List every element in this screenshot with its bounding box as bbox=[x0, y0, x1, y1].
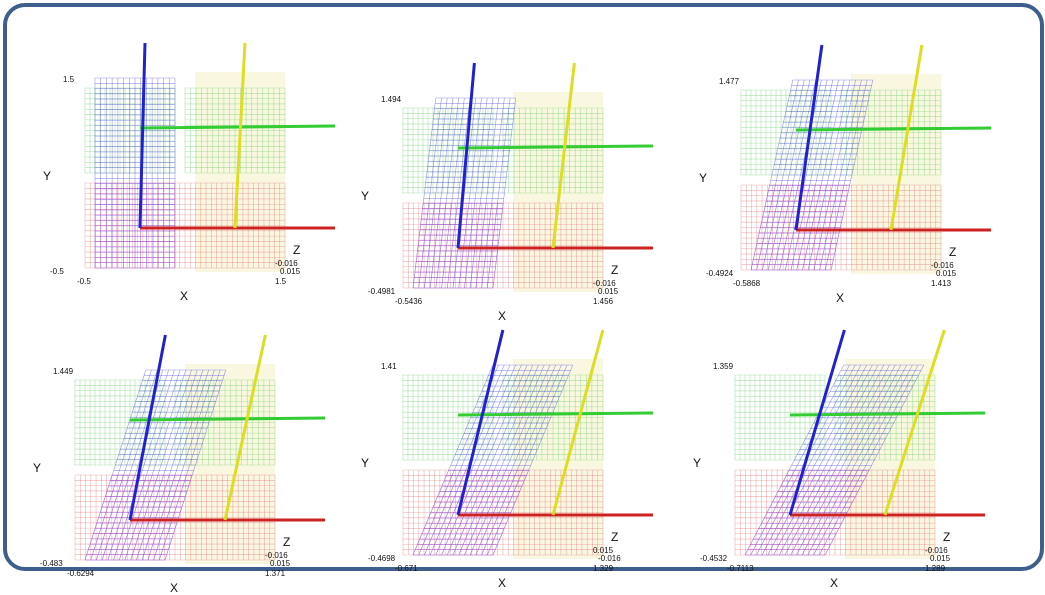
label-y-label: Y bbox=[361, 189, 370, 203]
label-z-2: 0.015 bbox=[930, 554, 951, 563]
label-y-max: 1.477 bbox=[719, 77, 740, 86]
label-z-label: Z bbox=[611, 263, 619, 277]
z-axis-yellow-line bbox=[889, 44, 924, 231]
label-y-min: -0.4532 bbox=[700, 554, 728, 563]
label-z-2: 0.015 bbox=[936, 269, 957, 278]
label-z-label: Z bbox=[611, 530, 619, 544]
mesh-plot-panel-4: 1.449 -0.483 -0.6294 1.371 Y X Z -0.016 0.015 bbox=[30, 330, 370, 594]
label-x-max: 1.371 bbox=[265, 569, 286, 578]
label-z-label: Z bbox=[283, 535, 291, 549]
label-z-1: -0.016 bbox=[275, 259, 298, 268]
magenta-mesh-overlap bbox=[94, 182, 176, 269]
yellow-mesh-block bbox=[851, 74, 941, 274]
label-z-2: 0.015 bbox=[598, 287, 619, 296]
label-z-2: 0.015 bbox=[270, 559, 291, 568]
label-y-max: 1.41 bbox=[381, 362, 397, 371]
mesh-plot-panel-5: 1.41 -0.4698 -0.671 1.329 Y X Z 0.015 -0.016 bbox=[358, 325, 698, 589]
label-z-1: 0.015 bbox=[593, 546, 614, 555]
label-x-label: X bbox=[180, 289, 189, 303]
mesh-plot-canvas bbox=[84, 42, 336, 272]
label-y-min: -0.5 bbox=[50, 267, 64, 276]
mesh-plot-panel-2: 1.494 -0.4981 -0.5436 1.456 Y X Z -0.016 0.015 bbox=[358, 58, 698, 322]
z-axis-yellow-line bbox=[551, 62, 576, 249]
label-y-label: Y bbox=[33, 461, 42, 475]
red-mesh-lower bbox=[740, 184, 942, 271]
z-axis-blue-line bbox=[788, 329, 846, 516]
z-axis-blue-line bbox=[138, 42, 147, 229]
green-mesh-upper-left bbox=[74, 379, 166, 466]
label-y-label: Y bbox=[361, 456, 370, 470]
label-x-min: -0.6294 bbox=[67, 569, 95, 578]
label-x-label: X bbox=[836, 291, 845, 305]
z-axis-yellow-line bbox=[883, 329, 946, 516]
y-axis-line bbox=[129, 416, 326, 422]
label-y-max: 1.494 bbox=[381, 95, 402, 104]
mesh-plot-panel-3: 1.477 -0.4924 -0.5868 1.413 Y X Z -0.016 0.015 bbox=[696, 40, 1036, 304]
label-z-1: -0.016 bbox=[265, 551, 288, 560]
y-axis-line bbox=[789, 411, 986, 417]
label-z-label: Z bbox=[949, 245, 957, 259]
blue-mesh-sheared bbox=[412, 97, 517, 289]
label-x-min: -0.5436 bbox=[395, 297, 423, 306]
label-y-label: Y bbox=[43, 169, 52, 183]
label-y-min: -0.4924 bbox=[706, 269, 734, 278]
magenta-mesh-overlap bbox=[744, 469, 870, 556]
label-y-label: Y bbox=[699, 171, 708, 185]
y-axis-line bbox=[457, 411, 654, 417]
mesh-plot-canvas bbox=[402, 329, 654, 559]
label-x-max: 1.289 bbox=[925, 564, 946, 573]
z-axis-yellow-line bbox=[551, 329, 605, 516]
y-axis-line bbox=[457, 144, 654, 150]
label-y-min: -0.4698 bbox=[368, 554, 396, 563]
label-y-max: 1.359 bbox=[713, 362, 734, 371]
yellow-mesh-block bbox=[195, 72, 285, 272]
z-axis-blue-line bbox=[128, 334, 167, 521]
label-y-min: -0.4981 bbox=[368, 287, 396, 296]
label-x-max: 1.5 bbox=[275, 277, 287, 286]
label-y-label: Y bbox=[693, 456, 702, 470]
mesh-plot-panel-1: 1.5 -0.5 -0.5 1.5 Y X Z -0.016 0.015 bbox=[40, 38, 380, 302]
label-x-min: -0.7113 bbox=[727, 564, 754, 573]
label-y-max: 1.5 bbox=[63, 75, 75, 84]
label-z-1: -0.016 bbox=[931, 261, 954, 270]
y-axis-line bbox=[795, 126, 992, 132]
label-z-1: -0.016 bbox=[925, 546, 948, 555]
label-x-label: X bbox=[498, 309, 507, 323]
label-x-min: -0.5868 bbox=[733, 279, 761, 288]
yellow-mesh-block bbox=[845, 359, 935, 559]
z-axis-blue-line bbox=[456, 62, 476, 249]
green-mesh-upper-right bbox=[502, 107, 604, 194]
z-axis-blue-line bbox=[794, 44, 824, 231]
green-mesh-upper-left bbox=[734, 374, 826, 461]
yellow-mesh-block bbox=[513, 359, 603, 559]
label-z-2: -0.016 bbox=[598, 554, 621, 563]
label-x-max: 1.329 bbox=[593, 564, 614, 573]
label-y-max: 1.449 bbox=[53, 367, 74, 376]
label-x-label: X bbox=[498, 576, 507, 590]
mesh-plot-panel-6: 1.359 -0.4532 -0.7113 1.289 Y X Z -0.016 0.015 bbox=[690, 325, 1030, 589]
z-axis-blue-line bbox=[456, 329, 505, 516]
label-y-min: -0.483 bbox=[40, 559, 63, 568]
label-z-1: -0.016 bbox=[593, 279, 616, 288]
z-axis-yellow-line bbox=[233, 42, 247, 229]
label-x-max: 1.413 bbox=[931, 279, 952, 288]
mesh-plot-canvas bbox=[740, 44, 992, 274]
label-x-label: X bbox=[170, 581, 179, 595]
z-axis-yellow-line bbox=[223, 334, 267, 521]
label-x-min: -0.5 bbox=[77, 277, 91, 286]
label-z-2: 0.015 bbox=[280, 267, 301, 276]
yellow-mesh-block bbox=[185, 364, 275, 564]
mesh-plot-canvas bbox=[402, 62, 654, 292]
mesh-plot-canvas bbox=[734, 329, 986, 559]
label-x-max: 1.456 bbox=[593, 297, 614, 306]
label-x-min: -0.671 bbox=[395, 564, 418, 573]
label-x-label: X bbox=[830, 576, 839, 590]
label-z-label: Z bbox=[293, 243, 301, 257]
label-z-label: Z bbox=[943, 530, 951, 544]
y-axis-line bbox=[139, 124, 336, 130]
